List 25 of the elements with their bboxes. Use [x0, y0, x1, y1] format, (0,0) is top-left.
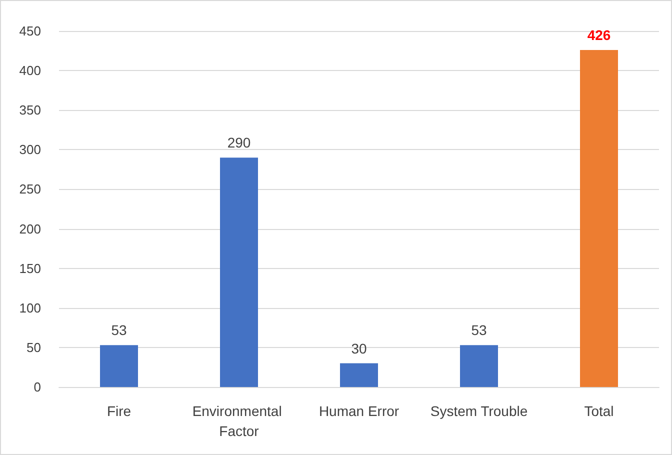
y-tick-label: 150: [19, 260, 41, 276]
bar: [580, 50, 618, 387]
y-tick-label: 250: [19, 182, 41, 197]
bar: [460, 345, 498, 387]
data-label: 53: [471, 322, 487, 338]
x-tick-label: Human Error: [318, 403, 400, 419]
data-label: 53: [111, 322, 127, 338]
y-tick-label: 400: [19, 63, 41, 78]
bar: [220, 158, 258, 387]
y-tick-label: 100: [19, 300, 41, 316]
data-label: 30: [351, 340, 367, 356]
x-tick-label: System Trouble: [430, 403, 528, 419]
data-label: 426: [587, 26, 611, 43]
y-tick-label: 200: [19, 221, 41, 236]
bar: [100, 345, 138, 387]
y-tick-label: 350: [19, 102, 41, 118]
y-tick-label: 0: [34, 380, 41, 394]
data-label: 290: [227, 134, 251, 151]
x-tick-label: Fire: [106, 403, 132, 419]
x-tick-label: Total: [584, 403, 614, 419]
y-tick-label: 300: [19, 142, 41, 158]
y-tick-label: 50: [26, 340, 41, 355]
bar: [340, 363, 378, 387]
y-tick-label: 450: [19, 24, 41, 38]
x-tick-label: Environmental Factor: [192, 403, 286, 439]
